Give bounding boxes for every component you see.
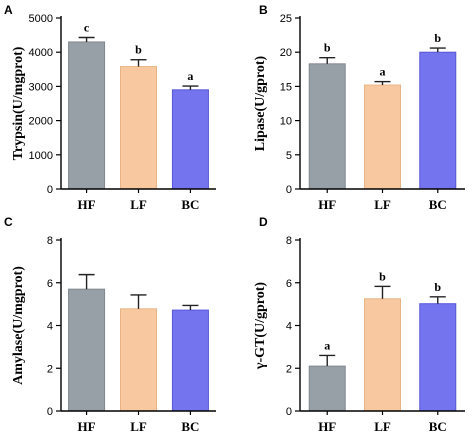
y-tick-label: 6: [47, 278, 53, 290]
chart-panel-a: Ac HF b LF a BC 0 1000 2000 3000 4000 5000 Trypsin(U…: [4, 3, 216, 212]
significance-label: b: [434, 31, 441, 45]
chart-panel-c: C HF LF BC 0 2 4 6 8 Amylase(U/mgprot): [4, 215, 216, 434]
y-tick-label: 8: [286, 235, 292, 247]
x-tick-label: LF: [374, 197, 391, 212]
panel-letter: A: [4, 3, 13, 17]
y-tick-label: 2: [47, 363, 53, 375]
y-tick-label: 4000: [29, 47, 53, 59]
y-tick-label: 6: [286, 278, 292, 290]
significance-label: a: [324, 338, 330, 352]
panel-letter: B: [259, 3, 268, 17]
bar-hf: [308, 63, 346, 190]
y-tick-label: 3000: [29, 81, 53, 93]
y-axis-title: Trypsin(U/mgprot): [11, 46, 26, 160]
y-tick-label: 0: [47, 184, 53, 196]
x-tick-label: BC: [181, 419, 199, 434]
significance-label: c: [84, 20, 90, 34]
x-tick-label: LF: [130, 197, 147, 212]
y-tick-label: 5000: [29, 13, 53, 25]
significance-label: a: [187, 69, 193, 83]
y-tick-label: 0: [47, 406, 53, 418]
significance-label: b: [135, 43, 142, 57]
y-tick-label: 15: [280, 81, 292, 93]
y-tick-label: 10: [280, 116, 292, 128]
x-tick-label: HF: [318, 197, 336, 212]
x-tick-label: HF: [78, 419, 96, 434]
y-tick-label: 25: [280, 13, 292, 25]
y-axis-title: Lipase(U/gprot): [253, 55, 268, 151]
y-tick-label: 2000: [29, 116, 53, 128]
y-tick-label: 2: [286, 363, 292, 375]
y-tick-label: 0: [286, 406, 292, 418]
bar-lf: [120, 66, 157, 190]
bar-hf: [308, 365, 346, 412]
y-tick-label: 8: [47, 235, 53, 247]
bar-bc: [171, 309, 209, 412]
bar-bc: [419, 303, 457, 412]
significance-label: b: [379, 269, 386, 283]
bar-hf: [68, 288, 106, 412]
chart-panel-d: Da HF b LF b BC 0 2 4 6 8 γ-GT(U/gprot): [253, 215, 465, 434]
x-tick-label: HF: [78, 197, 96, 212]
y-tick-label: 20: [280, 47, 292, 59]
panel-letter: D: [259, 215, 268, 229]
chart-panel-b: Bb HF a LF b BC 0 5 10 15 20 25 Lipase(U/gprot): [253, 3, 465, 212]
significance-label: a: [380, 65, 386, 79]
bar-lf: [364, 298, 401, 412]
y-tick-label: 5: [286, 150, 292, 162]
bar-bc: [419, 51, 457, 190]
bar-hf: [68, 41, 106, 190]
y-tick-label: 1000: [29, 150, 53, 162]
significance-label: b: [434, 280, 441, 294]
bar-bc: [171, 89, 209, 190]
bar-lf: [120, 308, 157, 412]
y-tick-label: 0: [286, 184, 292, 196]
y-tick-label: 4: [286, 321, 292, 333]
x-tick-label: LF: [374, 419, 391, 434]
y-axis-title: Amylase(U/mgprot): [11, 266, 26, 385]
x-tick-label: BC: [429, 197, 447, 212]
panel-letter: C: [4, 215, 13, 229]
y-axis-title: γ-GT(U/gprot): [253, 282, 268, 371]
bar-lf: [364, 84, 401, 190]
x-tick-label: BC: [429, 419, 447, 434]
y-tick-label: 4: [47, 321, 53, 333]
x-tick-label: BC: [181, 197, 199, 212]
x-tick-label: LF: [130, 419, 147, 434]
significance-label: b: [324, 41, 331, 55]
x-tick-label: HF: [318, 419, 336, 434]
